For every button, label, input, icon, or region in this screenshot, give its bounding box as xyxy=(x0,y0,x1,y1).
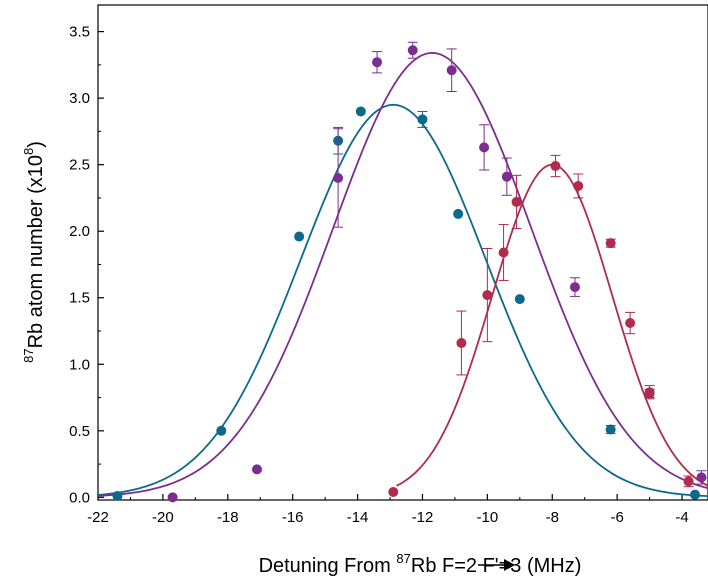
x-tick-label: -22 xyxy=(87,509,109,526)
y-axis-title-sup: 87 xyxy=(21,348,36,362)
data-point-series-2 xyxy=(605,238,616,249)
data-point-series-2 xyxy=(498,247,509,258)
data-point-series-1 xyxy=(446,65,457,76)
y-tick-label: 2.0 xyxy=(69,223,90,240)
data-point-series-2 xyxy=(644,387,655,398)
y-tick-label: 2.5 xyxy=(69,157,90,174)
x-axis-title: Detuning From 87Rb F=2 F'=3 (MHz) xyxy=(259,551,582,577)
data-points xyxy=(112,41,707,503)
axis-ticks: -22 -20 -18 -16 -14 -12 -10 -8 -6 -4 0.0 0.5 1.0 1.5 2… xyxy=(69,24,689,526)
data-point-series-0 xyxy=(514,294,525,305)
data-point-series-1 xyxy=(407,45,418,56)
data-point-series-1 xyxy=(333,172,344,183)
x-axis-title-sup: 87 xyxy=(396,551,410,566)
data-point-series-1 xyxy=(372,57,383,68)
transition-arrow-icon xyxy=(478,559,515,571)
x-tick-label: -6 xyxy=(610,509,623,526)
data-point-series-2 xyxy=(388,487,399,498)
data-point-series-2 xyxy=(482,290,493,301)
data-point-series-0 xyxy=(453,208,464,219)
data-point-series-2 xyxy=(573,180,584,191)
data-point-series-0 xyxy=(417,114,428,125)
data-point-series-2 xyxy=(683,476,694,487)
y-tick-label: 1.0 xyxy=(69,356,90,373)
y-axis-title-pre: Rb atom number (x10 xyxy=(25,155,47,348)
data-point-series-0 xyxy=(355,106,366,117)
data-point-series-0 xyxy=(605,424,616,435)
y-tick-label: 3.0 xyxy=(69,90,90,107)
x-axis-title-pre: Detuning From xyxy=(259,555,397,577)
y-axis-title-exp: 8 xyxy=(21,148,36,155)
data-point-series-0 xyxy=(112,491,123,502)
x-tick-label: -8 xyxy=(546,509,559,526)
data-point-series-0 xyxy=(690,489,701,500)
x-tick-label: -16 xyxy=(282,509,304,526)
data-point-series-0 xyxy=(216,425,227,436)
y-axis-title-post: ) xyxy=(25,141,47,148)
x-tick-label: -14 xyxy=(347,509,369,526)
fit-curves xyxy=(97,52,708,498)
y-axis-title: 87Rb atom number (x108) xyxy=(21,141,47,363)
x-tick-label: -10 xyxy=(477,509,499,526)
data-point-series-2 xyxy=(511,196,522,207)
x-tick-label: -18 xyxy=(217,509,239,526)
x-tick-label: -12 xyxy=(412,509,434,526)
data-point-series-2 xyxy=(456,337,467,348)
fit-curve-1 xyxy=(97,52,708,497)
y-tick-label: 3.5 xyxy=(69,24,90,41)
x-axis-title-post: F'=3 (MHz) xyxy=(483,555,582,577)
fit-curve-2 xyxy=(396,163,708,487)
data-point-series-1 xyxy=(251,464,262,475)
data-point-series-1 xyxy=(479,142,490,153)
fit-curve-0 xyxy=(97,103,708,498)
data-point-series-1 xyxy=(501,171,512,182)
y-tick-label: 0.0 xyxy=(69,489,90,506)
y-tick-label: 1.5 xyxy=(69,290,90,307)
data-point-series-1 xyxy=(167,492,178,503)
data-point-series-2 xyxy=(625,318,636,329)
plot-frame xyxy=(97,4,708,501)
x-tick-label: -20 xyxy=(152,509,174,526)
x-axis-title-mid: Rb F=2 xyxy=(411,555,477,577)
data-point-series-0 xyxy=(294,231,305,242)
data-point-series-1 xyxy=(569,282,580,293)
y-tick-label: 0.5 xyxy=(69,423,90,440)
data-point-series-1 xyxy=(696,472,707,483)
x-tick-label: -4 xyxy=(675,509,688,526)
data-point-series-2 xyxy=(550,161,561,172)
